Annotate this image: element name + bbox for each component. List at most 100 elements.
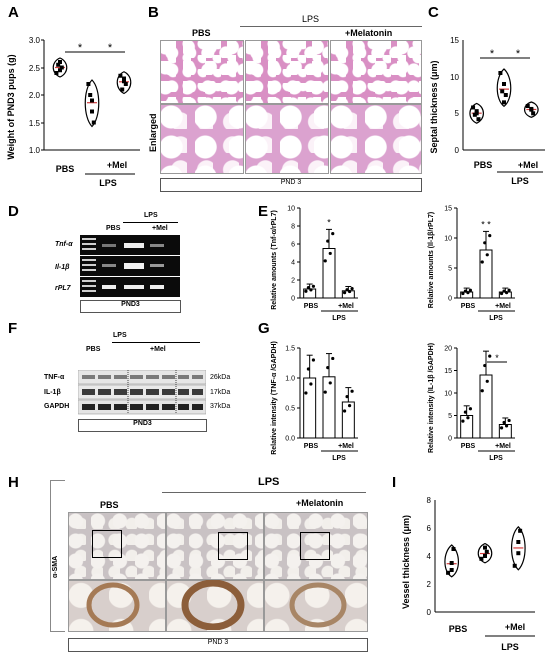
f-protein-tnf: TNF-α — [44, 374, 65, 381]
data-point — [304, 391, 308, 395]
panel-c-ylabel: Septal thickness (μm) — [429, 60, 439, 153]
x-label-pbs: PBS — [304, 303, 319, 310]
h-vessel-rings — [86, 580, 347, 630]
data-point — [311, 358, 316, 362]
bar-LPS — [322, 248, 336, 299]
data-point — [306, 367, 311, 371]
tick: 0 — [427, 608, 432, 617]
data-point — [502, 289, 506, 293]
data-point — [58, 60, 62, 64]
data-point — [488, 234, 492, 238]
b-footer: PND 3 — [160, 178, 422, 192]
data-point — [54, 71, 59, 75]
h-footer: PND 3 — [68, 638, 368, 652]
data-point — [345, 288, 349, 292]
violin-LPS — [496, 68, 512, 108]
tick-label: 2 — [291, 278, 295, 285]
x-label-mel: +Mel — [495, 303, 511, 310]
data-point — [311, 284, 316, 288]
h-lps-line — [162, 492, 366, 493]
data-point — [323, 259, 327, 263]
panel-label-h: H — [8, 474, 19, 491]
h-micrograph-pbs — [68, 512, 166, 580]
data-point — [123, 82, 128, 86]
b-enlarged-lps — [245, 104, 329, 174]
data-point — [350, 287, 354, 291]
h-inset-box-mel — [300, 532, 330, 560]
panel-a-chart: Weight of PND3 pups (g) 1.0 1.5 2.0 2.5 … — [6, 36, 140, 188]
b-micrograph-mel — [330, 40, 422, 104]
g2-ylabel: Relative intensity (IL-1β /GAPDH) — [428, 343, 435, 453]
h-col-pbs: PBS — [100, 500, 119, 510]
x-label-pbs: PBS — [449, 624, 468, 634]
panel-a-violins — [52, 57, 132, 128]
tick-label: 10 — [444, 236, 452, 243]
data-point — [503, 93, 508, 97]
tick-label: 15 — [444, 368, 452, 375]
e1-ylabel: Relative amounts (Tnf-α/rPL7) — [271, 210, 278, 310]
data-point — [449, 568, 454, 572]
sig-star: * — [327, 217, 331, 227]
data-point — [483, 363, 487, 368]
group-label-lps: LPS — [511, 176, 529, 186]
data-point — [342, 409, 347, 413]
tick: 8 — [427, 496, 432, 505]
f-lps-line — [112, 342, 200, 343]
data-point — [504, 424, 509, 428]
tick-label: 1.0 — [285, 376, 295, 383]
data-point — [122, 79, 126, 84]
data-point — [471, 105, 476, 110]
x-label-mel: +Mel — [518, 160, 538, 170]
data-point — [480, 389, 484, 393]
sig-star: * — [516, 48, 521, 60]
bar-LPS — [479, 249, 493, 299]
data-point — [59, 65, 64, 70]
d-mel: +Mel — [152, 225, 168, 232]
data-point — [326, 366, 330, 370]
panel-g2-chart: Relative intensity (IL-1β /GAPDH) 0 5 10 15… — [428, 343, 515, 462]
data-point — [86, 82, 91, 86]
data-point — [512, 563, 517, 568]
f-size-37: 37kDa — [210, 403, 231, 410]
x-label-mel: +Mel — [495, 443, 511, 450]
data-point — [345, 395, 349, 399]
panel-label-b: B — [148, 4, 159, 21]
panel-label-i: I — [392, 474, 397, 491]
group-label-lps: LPS — [332, 455, 346, 462]
data-point — [479, 556, 484, 561]
panel-label-g: G — [258, 320, 270, 337]
data-point — [507, 418, 511, 423]
sig-star: * — [490, 48, 495, 60]
bar-LPS — [479, 374, 493, 439]
data-point — [483, 241, 487, 245]
b-col-lps: LPS — [302, 14, 320, 24]
data-point — [309, 288, 313, 292]
data-point — [502, 100, 506, 105]
panel-e1-chart: Relative amounts (Tnf-α/rPL7) 0 2 4 6 8 10 PB… — [271, 206, 358, 322]
g1-ylabel: Relative intensity (TNF-α /GAPDH) — [271, 341, 278, 455]
data-point — [58, 68, 62, 73]
data-point — [531, 111, 536, 116]
data-point — [468, 407, 473, 411]
data-point — [449, 561, 454, 565]
data-point — [480, 260, 484, 264]
f-pbs: PBS — [86, 346, 101, 353]
data-point — [342, 291, 347, 295]
d-lps: LPS — [144, 212, 158, 219]
data-point — [304, 289, 308, 293]
tick: 0 — [455, 146, 460, 155]
x-label-pbs: PBS — [474, 160, 493, 170]
group-label-lps: LPS — [489, 455, 503, 462]
d-footer: PND3 — [80, 300, 181, 313]
sig-star: * * — [481, 219, 491, 229]
bar-PBS — [303, 377, 317, 439]
b-lps-line — [240, 26, 422, 27]
tick-label: 10 — [287, 206, 295, 213]
x-label-mel: +Mel — [338, 303, 354, 310]
b-enlarged-pbs — [160, 104, 244, 174]
data-point — [463, 410, 468, 414]
data-point — [472, 112, 477, 117]
x-label-mel: +Mel — [107, 160, 127, 170]
panel-label-f: F — [8, 320, 18, 337]
data-point — [485, 379, 489, 383]
